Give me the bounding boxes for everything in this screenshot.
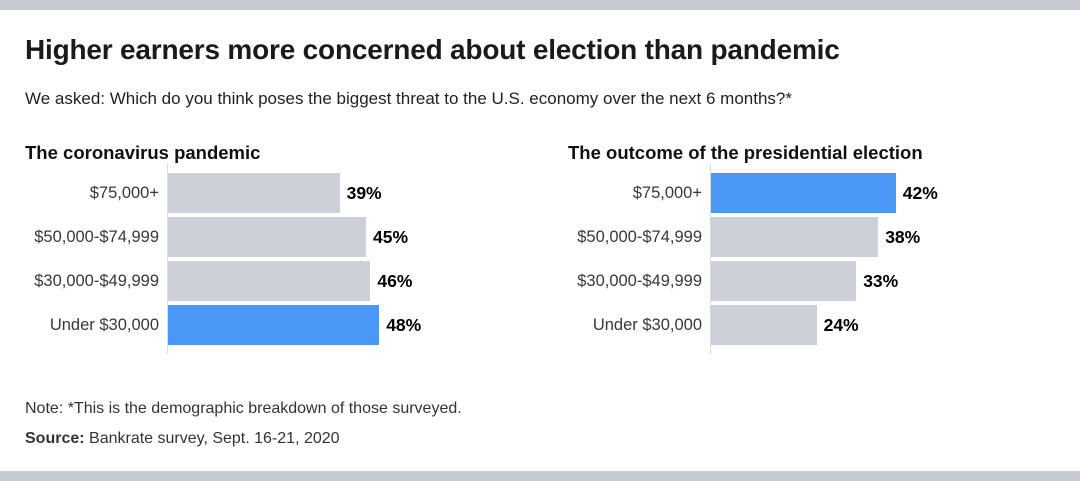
value-label: 42% — [902, 182, 938, 203]
chart-coronavirus-pandemic: The coronavirus pandemic $75,000+ $50,000… — [25, 142, 540, 354]
value-label: 39% — [346, 182, 382, 203]
category-label: $50,000-$74,999 — [34, 227, 159, 246]
highlighted-bar — [168, 305, 380, 345]
category-label: $30,000-$49,999 — [577, 271, 702, 290]
bar — [711, 305, 817, 345]
bar — [168, 261, 371, 301]
chart-title-pandemic: The coronavirus pandemic — [25, 142, 261, 163]
value-label: 46% — [377, 270, 413, 291]
chart-presidential-election: The outcome of the presidential election… — [568, 142, 1080, 354]
survey-question-subtitle: We asked: Which do you think poses the b… — [25, 89, 793, 108]
value-label: 24% — [823, 314, 859, 335]
category-label: $30,000-$49,999 — [34, 271, 159, 290]
value-label: 45% — [373, 226, 409, 247]
source-text: Bankrate survey, Sept. 16-21, 2020 — [84, 430, 340, 447]
bar — [168, 217, 366, 257]
category-labels-column: $75,000+ $50,000-$74,999 $30,000-$49,999 Un… — [25, 164, 167, 354]
category-label: $75,000+ — [632, 183, 702, 202]
bar-row: 24% — [711, 303, 1080, 347]
category-label: Under $30,000 — [49, 315, 159, 334]
bars-column: 39% 45% 46% 48% — [167, 164, 540, 354]
value-label: 38% — [885, 226, 921, 247]
bar-row: 42% — [711, 171, 1080, 215]
value-label: 33% — [863, 270, 899, 291]
bar — [711, 261, 857, 301]
bar-row: 39% — [168, 171, 540, 215]
top-border-band — [0, 0, 1080, 10]
bar-plot-election: $75,000+ $50,000-$74,999 $30,000-$49,999 Un… — [568, 164, 1080, 354]
footnote: Note: *This is the demographic breakdown… — [25, 400, 462, 417]
bar-row: 38% — [711, 215, 1080, 259]
category-label: Under $30,000 — [592, 315, 702, 334]
bar — [168, 173, 340, 213]
bottom-border-band — [0, 471, 1080, 481]
charts-row: The coronavirus pandemic $75,000+ $50,000… — [25, 142, 1055, 354]
bar — [711, 217, 879, 257]
category-label: $75,000+ — [89, 183, 159, 202]
page-title: Higher earners more concerned about elec… — [25, 34, 840, 65]
chart-card: Higher earners more concerned about elec… — [0, 34, 1080, 448]
category-labels-column: $75,000+ $50,000-$74,999 $30,000-$49,999 Un… — [568, 164, 710, 354]
bar-row: 33% — [711, 259, 1080, 303]
source-label: Source: — [25, 430, 85, 447]
source-line: Source: Bankrate survey, Sept. 16-21, 20… — [25, 429, 1055, 448]
bar-row: 45% — [168, 215, 540, 259]
chart-title-election: The outcome of the presidential election — [568, 142, 923, 163]
value-label: 48% — [386, 314, 422, 335]
category-label: $50,000-$74,999 — [577, 227, 702, 246]
bar-row: 48% — [168, 303, 540, 347]
bar-plot-pandemic: $75,000+ $50,000-$74,999 $30,000-$49,999 Un… — [25, 164, 540, 354]
bar-row: 46% — [168, 259, 540, 303]
highlighted-bar — [711, 173, 896, 213]
bars-column: 42% 38% 33% 24% — [710, 164, 1080, 354]
